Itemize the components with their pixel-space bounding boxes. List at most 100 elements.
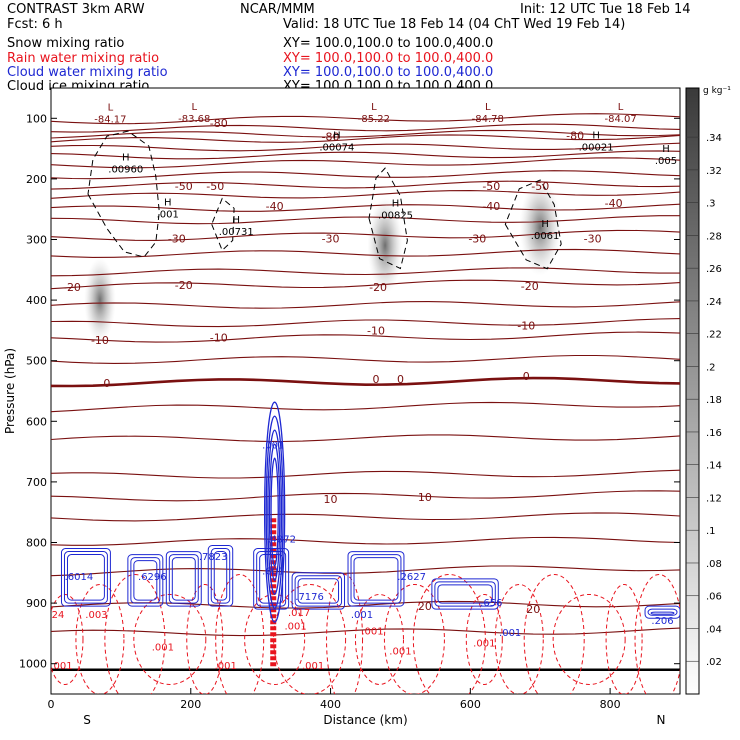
temperature-label-23: 0: [372, 373, 379, 386]
cloud-water-label-2: .7823: [199, 552, 228, 563]
temperature-contour-10: [51, 203, 680, 212]
temperature-label-24: 0: [397, 373, 404, 386]
temperature-contour-27: [51, 565, 680, 577]
cloud-water-contour-6-2: [353, 557, 399, 601]
extremum-kind-0: L: [108, 103, 114, 114]
temperature-contour-29: [51, 627, 680, 637]
extremum-kind-5: H: [333, 131, 341, 142]
colorbar-label-14: .06: [706, 592, 722, 603]
temperature-label-25: 0: [523, 370, 530, 383]
temperature-label-3: -50: [175, 180, 193, 193]
extremum-kind-2: L: [371, 102, 377, 113]
colorbar-label-0: .34: [706, 133, 722, 144]
colorbar-unit: g kg⁻¹: [703, 86, 731, 96]
extremum-value-5: .00074: [319, 143, 354, 154]
rain-label-4: .001: [215, 661, 237, 672]
cloud-water-tower-1: [265, 415, 284, 609]
x-tick-label-1: 200: [180, 698, 201, 711]
cloud-water-tower-0: [263, 401, 286, 623]
extremum-kind-1: L: [191, 102, 197, 113]
cloud-water-contour-2-0: [165, 551, 202, 607]
cloud-water-contour-1-2: [133, 560, 158, 601]
rain-contour-4: [186, 583, 224, 694]
cloud-water-label-10: .001: [351, 610, 373, 621]
y-tick-label-5: 600: [26, 415, 47, 428]
temperature-contour-1: [51, 123, 680, 133]
temperature-label-22: 0: [103, 377, 110, 390]
temperature-label-15: -20: [175, 279, 193, 292]
x-tick-label-4: 800: [600, 698, 621, 711]
extremum-kind-3: L: [485, 102, 491, 113]
cloud-water-label-0: .6014: [65, 572, 94, 583]
temperature-contour-15: [51, 279, 680, 290]
endpoint-right: N: [657, 713, 666, 727]
temperature-label-20: -10: [367, 324, 385, 337]
temperature-contour-20: [51, 376, 680, 388]
temperature-label-9: -40: [605, 197, 623, 210]
temperature-label-7: -40: [266, 200, 284, 213]
cloud-water-label-4: .2627: [397, 572, 426, 583]
rain-contour-12: [465, 593, 503, 685]
temperature-label-27: 10: [418, 491, 432, 504]
rain-label-3: .001: [50, 661, 72, 672]
rain-contour-11: [412, 573, 486, 694]
temperature-contour-0: [51, 113, 680, 125]
snow-shading-2: [519, 178, 561, 276]
x-tick-label-0: 0: [48, 698, 55, 711]
y-axis-label: Pressure (hPa): [3, 348, 17, 434]
extremum-kind-12: H: [164, 197, 172, 208]
rain-label-10: .001: [361, 626, 383, 637]
temperature-contour-13: [51, 248, 680, 258]
cloud-ice-contour-2: [368, 167, 408, 270]
temperature-label-26: 10: [324, 493, 338, 506]
field-xy-cloud-water: XY= 100.0,100.0 to 100.0,400.0: [283, 65, 494, 80]
temperature-contour-9: [51, 190, 680, 199]
temperature-label-11: -30: [322, 232, 340, 245]
rain-label-9: .001: [284, 622, 306, 633]
rain-label-7: .017: [288, 608, 310, 619]
colorbar-label-8: .18: [706, 395, 722, 406]
temperature-contour-21: [51, 401, 680, 413]
temperature-contour-25: [51, 512, 680, 522]
temperature-contour-3: [51, 134, 680, 143]
y-tick-label-7: 800: [26, 537, 47, 550]
extremum-value-2: -85.22: [358, 114, 390, 125]
rain-label-8: .001: [473, 638, 495, 649]
temperature-contour-14: [51, 267, 680, 277]
rain-contour-15: [552, 593, 626, 685]
colorbar-label-13: .08: [706, 559, 722, 570]
colorbar-label-4: .26: [706, 264, 722, 275]
rain-contour-9: [354, 593, 404, 685]
temperature-contour-2: [51, 129, 680, 139]
temperature-label-10: -30: [168, 232, 186, 245]
x-tick-label-2: 400: [320, 698, 341, 711]
cloud-water-contour-8-2: [650, 611, 675, 615]
colorbar-label-10: .14: [706, 461, 722, 472]
cloud-water-label-11: .001: [499, 628, 521, 639]
extremum-value-0: -84.17: [94, 115, 126, 126]
y-tick-label-9: 1000: [19, 658, 47, 671]
temperature-contour-22: [51, 434, 680, 443]
cloud-water-contour-1-1: [130, 557, 161, 604]
extremum-value-12: .001: [157, 209, 179, 220]
extremum-value-9: .00825: [378, 210, 413, 221]
colorbar-label-16: .02: [706, 657, 722, 668]
field-label-snow: Snow mixing ratio: [7, 36, 125, 51]
y-tick-label-6: 700: [26, 476, 47, 489]
extremum-kind-11: H: [541, 219, 549, 230]
extremum-kind-6: H: [592, 131, 600, 142]
cloud-water-label-8: .4872: [267, 534, 296, 545]
temperature-label-17: -20: [521, 280, 539, 293]
extremum-value-6: .00021: [579, 143, 614, 154]
field-label-rain: Rain water mixing ratio: [7, 51, 160, 66]
rain-contour-16: [605, 583, 643, 694]
rain-label-6: .001: [389, 646, 411, 657]
header-left2: Fcst: 6 h: [7, 17, 63, 32]
temperature-contour-18: [51, 331, 680, 343]
colorbar-label-15: .04: [706, 624, 722, 635]
snow-shading-0: [84, 257, 116, 343]
temperature-label-19: -10: [210, 332, 228, 345]
field-label-cloud-water: Cloud water mixing ratio: [7, 65, 168, 80]
cloud-water-label-6: .206: [651, 616, 673, 627]
